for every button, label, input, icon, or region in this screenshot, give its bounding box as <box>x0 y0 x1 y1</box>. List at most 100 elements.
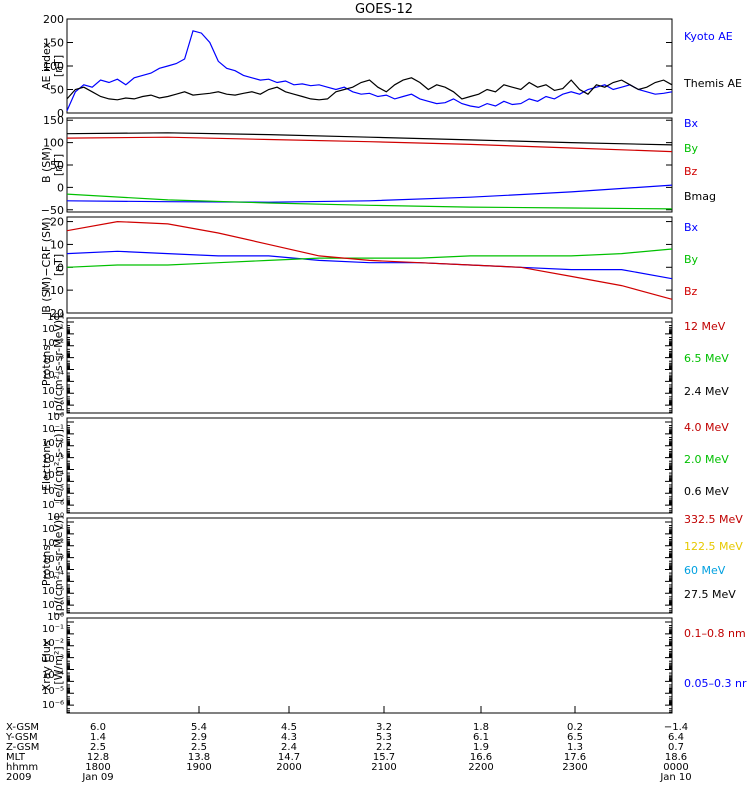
legend-entry: Bz <box>684 285 698 298</box>
legend-entry: 27.5 MeV <box>684 588 736 601</box>
y-tick-label: 10⁻³ <box>42 454 64 465</box>
y-axis-unit: [W/m²] <box>52 646 65 684</box>
legend-entry: 332.5 MeV <box>684 513 743 526</box>
series-line-bx <box>66 250 673 280</box>
y-tick-label: −10 <box>41 284 64 297</box>
x-table-cell: −1.4 <box>664 722 688 733</box>
x-table-row-label: 2009 <box>6 772 31 783</box>
y-axis-label: Xray Flux <box>40 639 53 691</box>
y-axis-label: B (SM) <box>40 147 53 183</box>
y-tick-label: 10⁻⁴ <box>42 570 64 581</box>
y-axis-unit: [p/(cm²-s-sr-MeV)] <box>52 516 65 616</box>
x-table-cell: 2.2 <box>376 742 392 753</box>
x-table-cell: 2.5 <box>90 742 106 753</box>
legend-entry: 6.5 MeV <box>684 352 729 365</box>
y-tick-label: 50 <box>50 84 64 97</box>
y-tick-label: 10⁻⁶ <box>42 400 64 411</box>
y-axis-label: Protons <box>40 345 53 386</box>
legend-entry: Bx <box>684 117 699 130</box>
x-table-cell: 2.4 <box>281 742 297 753</box>
y-tick-label: 10⁻² <box>42 338 64 349</box>
y-tick-label: 10⁰ <box>47 412 64 423</box>
legend-entry: 0.1–0.8 nm <box>684 627 746 640</box>
y-tick-label: 10⁰ <box>47 312 64 323</box>
y-tick-label: 10⁻⁶ <box>42 600 64 611</box>
series-line-themis-ae <box>66 77 673 101</box>
y-tick-label: 200 <box>43 13 64 26</box>
y-tick-label: 10⁻³ <box>42 354 64 365</box>
panel-frame <box>66 617 673 714</box>
x-table-cell: 5.3 <box>376 732 392 743</box>
panel-frame <box>66 317 673 414</box>
x-table-row-label: Y-GSM <box>5 732 38 743</box>
x-table-cell: 0.7 <box>668 742 684 753</box>
legend-entry: Bz <box>684 165 698 178</box>
x-table-cell: 4.5 <box>281 722 297 733</box>
x-table-cell: Jan 09 <box>81 772 113 783</box>
y-axis-unit: [nT] <box>52 254 65 276</box>
y-axis-label: Electrons <box>40 440 53 491</box>
panel-2: −50 0 50 100 150 B (SM) [nT] Bx By Bz Bmag <box>40 114 716 217</box>
y-axis-label: Protons <box>40 545 53 586</box>
x-table-cell: 2.9 <box>191 732 207 743</box>
x-table-row-label: X-GSM <box>6 722 39 733</box>
panel-frame <box>66 117 673 213</box>
panel-3: −20 −10 0 10 20B (SM)−CRF (SM) [nT] Bx By Bz <box>40 216 699 320</box>
y-tick-label: 10⁻⁵ <box>42 686 64 697</box>
legend-entry: By <box>684 253 699 266</box>
x-table-row-label: MLT <box>6 752 26 763</box>
y-tick-label: 10⁻² <box>42 538 64 549</box>
y-tick-label: 10⁻⁵ <box>42 486 64 497</box>
x-table-cell: 6.4 <box>668 732 684 743</box>
y-tick-label: 100 <box>43 60 64 73</box>
x-table-cell: 2300 <box>562 762 587 773</box>
x-table-cell: Jan 10 <box>659 772 691 783</box>
x-table-cell: 1800 <box>85 762 110 773</box>
y-tick-label: 10⁻³ <box>42 654 64 665</box>
x-table-cell: 4.3 <box>281 732 297 743</box>
legend-entry: 4.0 MeV <box>684 421 729 434</box>
y-tick-label: 10⁻⁶ <box>42 500 64 511</box>
legend-entry: By <box>684 142 699 155</box>
y-tick-label: 10⁻⁴ <box>42 470 64 481</box>
y-tick-label: −50 <box>41 204 64 217</box>
y-tick-label: 10⁰ <box>47 512 64 523</box>
y-tick-label: 20 <box>50 216 64 229</box>
y-tick-label: 150 <box>43 114 64 127</box>
y-tick-label: 0 <box>57 181 64 194</box>
panel-frame <box>66 216 673 314</box>
x-table-cell: 3.2 <box>376 722 392 733</box>
x-table-row-label: hhmm <box>6 762 38 773</box>
x-table-cell: 6.1 <box>473 732 489 743</box>
y-tick-label: 10⁻² <box>42 438 64 449</box>
x-table-cell: 1.3 <box>567 742 583 753</box>
x-table-cell: 5.4 <box>191 722 207 733</box>
y-axis-unit: [e/(cm²-s-sr)] <box>52 429 65 502</box>
y-tick-label: 10⁻¹ <box>42 624 64 635</box>
series-line-kyoto-ae <box>66 30 673 111</box>
series-line-bz <box>66 220 673 300</box>
y-tick-label: 10⁻⁴ <box>42 370 64 381</box>
y-tick-label: 100 <box>43 137 64 150</box>
x-table-cell: 0.2 <box>567 722 583 733</box>
x-table-cell: 18.6 <box>665 752 687 763</box>
plot-title: GOES-12 <box>355 2 413 17</box>
legend-entry: 2.0 MeV <box>684 453 729 466</box>
x-table-cell: 12.8 <box>87 752 109 763</box>
x-table-cell: 2200 <box>468 762 493 773</box>
x-table-cell: 1.4 <box>90 732 106 743</box>
y-tick-label: 10⁻⁶ <box>42 700 64 711</box>
y-axis-unit: [nT] <box>52 154 65 176</box>
x-table-cell: 15.7 <box>373 752 395 763</box>
x-table-cell: 2.5 <box>191 742 207 753</box>
panel-frame <box>66 517 673 614</box>
legend-entry: 60 MeV <box>684 564 726 577</box>
x-table-row-label: Z-GSM <box>6 742 39 753</box>
y-tick-label: 10 <box>50 238 64 251</box>
y-tick-label: 10⁻⁵ <box>42 586 64 597</box>
